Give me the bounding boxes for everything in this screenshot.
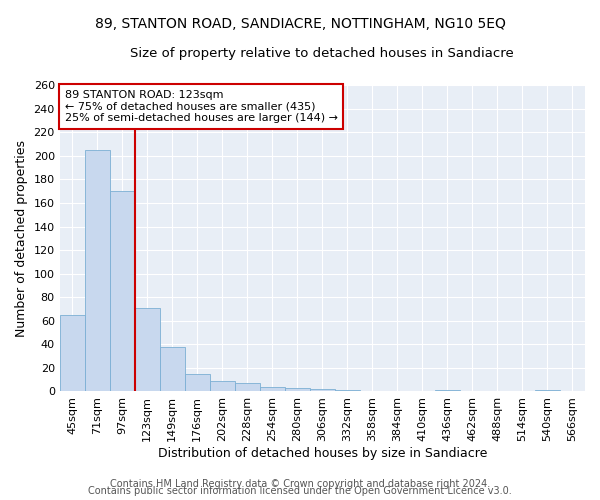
Text: Contains public sector information licensed under the Open Government Licence v3: Contains public sector information licen… xyxy=(88,486,512,496)
Bar xyxy=(310,389,335,392)
Bar xyxy=(135,308,160,392)
Bar xyxy=(59,315,85,392)
Bar xyxy=(235,383,260,392)
Bar xyxy=(335,390,360,392)
Bar xyxy=(185,374,210,392)
Y-axis label: Number of detached properties: Number of detached properties xyxy=(15,140,28,337)
Bar xyxy=(285,388,310,392)
Bar xyxy=(110,192,135,392)
Text: 89, STANTON ROAD, SANDIACRE, NOTTINGHAM, NG10 5EQ: 89, STANTON ROAD, SANDIACRE, NOTTINGHAM,… xyxy=(95,18,505,32)
Text: 89 STANTON ROAD: 123sqm
← 75% of detached houses are smaller (435)
25% of semi-d: 89 STANTON ROAD: 123sqm ← 75% of detache… xyxy=(65,90,338,123)
Bar xyxy=(210,381,235,392)
Bar xyxy=(435,390,460,392)
Bar xyxy=(535,390,560,392)
X-axis label: Distribution of detached houses by size in Sandiacre: Distribution of detached houses by size … xyxy=(158,447,487,460)
Title: Size of property relative to detached houses in Sandiacre: Size of property relative to detached ho… xyxy=(130,48,514,60)
Bar xyxy=(85,150,110,392)
Text: Contains HM Land Registry data © Crown copyright and database right 2024.: Contains HM Land Registry data © Crown c… xyxy=(110,479,490,489)
Bar xyxy=(160,346,185,392)
Bar xyxy=(260,386,285,392)
